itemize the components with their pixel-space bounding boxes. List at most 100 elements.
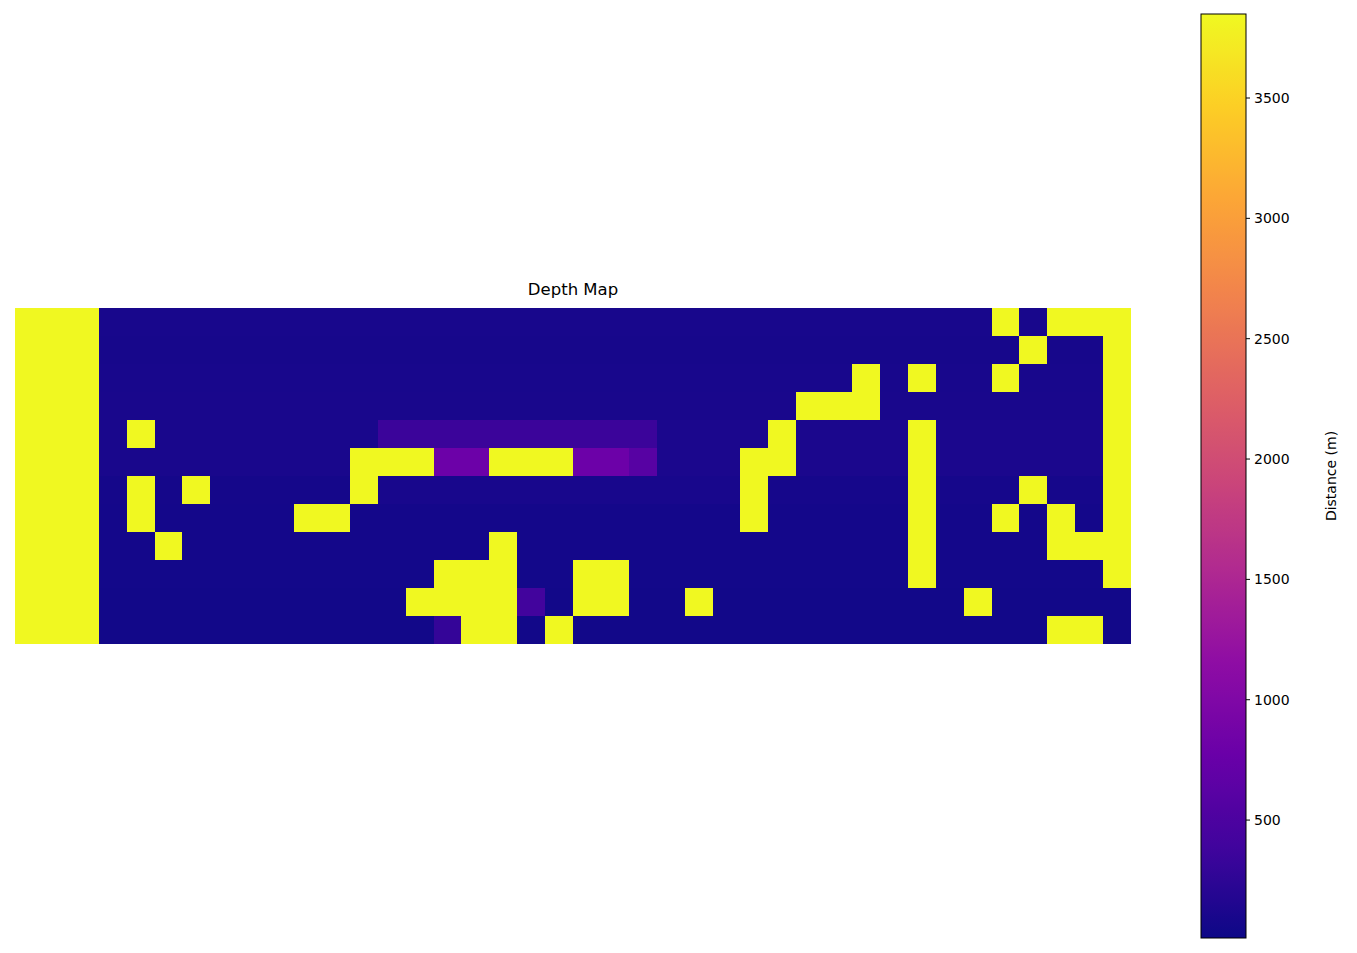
cell bbox=[434, 588, 463, 617]
cell bbox=[601, 504, 630, 533]
cell bbox=[266, 616, 295, 644]
title: Depth Map bbox=[528, 280, 618, 299]
cell bbox=[573, 336, 602, 365]
cell bbox=[1047, 616, 1076, 644]
cell bbox=[378, 588, 407, 617]
cell bbox=[461, 504, 490, 533]
cell bbox=[434, 364, 463, 393]
cell bbox=[406, 616, 435, 644]
cell bbox=[768, 476, 797, 505]
cell bbox=[685, 420, 714, 449]
cell bbox=[182, 308, 211, 337]
cell bbox=[406, 560, 435, 589]
cell bbox=[43, 420, 72, 449]
cell bbox=[908, 448, 937, 477]
cell bbox=[489, 616, 518, 644]
cell bbox=[1103, 448, 1131, 477]
cell bbox=[182, 616, 211, 644]
cell bbox=[852, 616, 881, 644]
cell bbox=[461, 308, 490, 337]
cell bbox=[685, 560, 714, 589]
cell bbox=[713, 588, 742, 617]
colorbar-tick-label: 3500 bbox=[1254, 90, 1290, 106]
cell bbox=[182, 392, 211, 421]
cell bbox=[71, 336, 100, 365]
cell bbox=[378, 392, 407, 421]
cell bbox=[350, 616, 379, 644]
cell bbox=[182, 476, 211, 505]
cell bbox=[768, 336, 797, 365]
cell bbox=[15, 504, 44, 533]
cell bbox=[489, 364, 518, 393]
cell bbox=[880, 588, 909, 617]
cell bbox=[43, 364, 72, 393]
cell bbox=[322, 448, 351, 477]
cell bbox=[406, 504, 435, 533]
cell bbox=[294, 448, 323, 477]
cell bbox=[1019, 616, 1048, 644]
cell bbox=[657, 532, 686, 561]
cell bbox=[685, 336, 714, 365]
cell bbox=[210, 504, 239, 533]
cell bbox=[517, 448, 546, 477]
cell bbox=[71, 476, 100, 505]
cell bbox=[489, 532, 518, 561]
cell bbox=[127, 504, 156, 533]
cell bbox=[294, 392, 323, 421]
cell bbox=[350, 448, 379, 477]
cell bbox=[182, 336, 211, 365]
cell bbox=[908, 420, 937, 449]
cell bbox=[713, 308, 742, 337]
cell bbox=[824, 420, 853, 449]
cell bbox=[1103, 476, 1131, 505]
cell bbox=[155, 476, 184, 505]
cell bbox=[713, 504, 742, 533]
cell bbox=[936, 588, 965, 617]
cell bbox=[796, 392, 825, 421]
cell bbox=[545, 560, 574, 589]
cell bbox=[713, 560, 742, 589]
cell bbox=[378, 616, 407, 644]
cell bbox=[1075, 504, 1104, 533]
cell bbox=[1075, 336, 1104, 365]
cell bbox=[406, 588, 435, 617]
cell bbox=[294, 504, 323, 533]
cell bbox=[936, 476, 965, 505]
cell bbox=[294, 532, 323, 561]
cell bbox=[182, 504, 211, 533]
cell bbox=[824, 532, 853, 561]
cell bbox=[545, 588, 574, 617]
cell bbox=[378, 504, 407, 533]
cell bbox=[908, 308, 937, 337]
cell bbox=[322, 532, 351, 561]
cell bbox=[322, 308, 351, 337]
cell bbox=[15, 616, 44, 644]
cell bbox=[434, 616, 463, 644]
cell bbox=[824, 560, 853, 589]
cell bbox=[824, 616, 853, 644]
cell bbox=[406, 476, 435, 505]
cell bbox=[461, 364, 490, 393]
cell bbox=[573, 392, 602, 421]
cell bbox=[71, 308, 100, 337]
cell bbox=[322, 616, 351, 644]
cell bbox=[266, 560, 295, 589]
cell bbox=[657, 476, 686, 505]
cell bbox=[378, 476, 407, 505]
cell bbox=[908, 336, 937, 365]
cell bbox=[99, 420, 128, 449]
cell bbox=[71, 616, 100, 644]
cell bbox=[155, 616, 184, 644]
cell bbox=[210, 420, 239, 449]
cell bbox=[517, 336, 546, 365]
cell bbox=[713, 364, 742, 393]
cell bbox=[182, 560, 211, 589]
cell bbox=[1103, 532, 1131, 561]
cell bbox=[629, 364, 658, 393]
cell bbox=[210, 392, 239, 421]
cell bbox=[517, 560, 546, 589]
cell bbox=[601, 392, 630, 421]
cell bbox=[880, 420, 909, 449]
cell bbox=[238, 532, 267, 561]
cell bbox=[713, 392, 742, 421]
